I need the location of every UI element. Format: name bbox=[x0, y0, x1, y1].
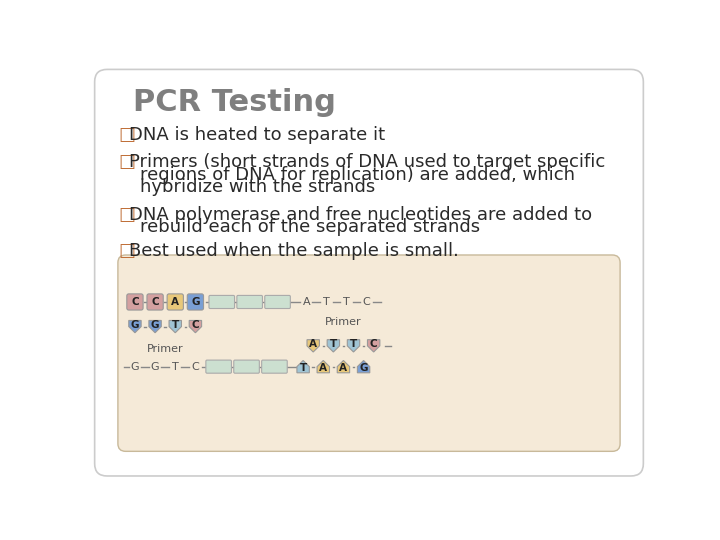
Text: A: A bbox=[309, 339, 318, 349]
Text: regions of DNA for replication) are added, which: regions of DNA for replication) are adde… bbox=[140, 166, 575, 184]
Text: G: G bbox=[150, 362, 159, 372]
Text: □: □ bbox=[118, 126, 135, 144]
Text: C: C bbox=[131, 297, 139, 307]
Text: A: A bbox=[171, 297, 179, 307]
Polygon shape bbox=[297, 361, 310, 373]
Text: Primer: Primer bbox=[325, 318, 361, 327]
FancyBboxPatch shape bbox=[127, 294, 143, 310]
Text: G: G bbox=[191, 297, 199, 307]
Text: T: T bbox=[172, 362, 179, 372]
Text: T: T bbox=[350, 339, 357, 349]
FancyBboxPatch shape bbox=[167, 294, 184, 310]
Polygon shape bbox=[367, 340, 380, 352]
Text: C: C bbox=[151, 297, 159, 307]
Text: Primers (short strands of DNA used to target specific: Primers (short strands of DNA used to ta… bbox=[129, 153, 605, 171]
Text: T: T bbox=[171, 320, 179, 330]
Text: G: G bbox=[130, 362, 139, 372]
Polygon shape bbox=[337, 361, 350, 373]
Polygon shape bbox=[347, 340, 360, 352]
FancyBboxPatch shape bbox=[187, 294, 204, 310]
FancyBboxPatch shape bbox=[118, 255, 620, 451]
Polygon shape bbox=[327, 340, 340, 352]
Polygon shape bbox=[357, 361, 370, 373]
FancyBboxPatch shape bbox=[237, 295, 262, 308]
Text: □: □ bbox=[118, 242, 135, 260]
Text: G: G bbox=[359, 363, 368, 373]
Text: C: C bbox=[363, 297, 371, 307]
Text: Primer: Primer bbox=[147, 343, 184, 354]
Text: Best used when the sample is small.: Best used when the sample is small. bbox=[129, 242, 459, 260]
FancyBboxPatch shape bbox=[234, 360, 259, 373]
Text: A: A bbox=[319, 363, 328, 373]
Text: T: T bbox=[323, 297, 330, 307]
Text: T: T bbox=[330, 339, 337, 349]
Text: PCR Testing: PCR Testing bbox=[132, 88, 336, 117]
Polygon shape bbox=[169, 320, 181, 333]
Text: hybridize with the strands: hybridize with the strands bbox=[140, 178, 376, 196]
Polygon shape bbox=[317, 361, 330, 373]
Text: DNA is heated to separate it: DNA is heated to separate it bbox=[129, 126, 385, 144]
Text: A: A bbox=[339, 363, 348, 373]
Text: C: C bbox=[370, 339, 377, 349]
Text: T: T bbox=[343, 297, 350, 307]
Polygon shape bbox=[129, 320, 141, 333]
Text: □: □ bbox=[118, 206, 135, 224]
FancyBboxPatch shape bbox=[265, 295, 290, 308]
Polygon shape bbox=[189, 320, 202, 333]
FancyBboxPatch shape bbox=[206, 360, 231, 373]
Text: □: □ bbox=[118, 153, 135, 171]
Polygon shape bbox=[307, 340, 320, 352]
Text: G: G bbox=[151, 320, 159, 330]
FancyBboxPatch shape bbox=[209, 295, 235, 308]
FancyBboxPatch shape bbox=[94, 70, 644, 476]
FancyBboxPatch shape bbox=[147, 294, 163, 310]
Text: T: T bbox=[300, 363, 307, 373]
Polygon shape bbox=[149, 320, 161, 333]
Text: A: A bbox=[302, 297, 310, 307]
FancyBboxPatch shape bbox=[261, 360, 287, 373]
Text: G: G bbox=[131, 320, 139, 330]
Text: C: C bbox=[192, 362, 199, 372]
Text: rebuild each of the separated strands: rebuild each of the separated strands bbox=[140, 218, 480, 236]
Text: C: C bbox=[192, 320, 199, 330]
Text: DNA polymerase and free nucleotides are added to: DNA polymerase and free nucleotides are … bbox=[129, 206, 592, 224]
